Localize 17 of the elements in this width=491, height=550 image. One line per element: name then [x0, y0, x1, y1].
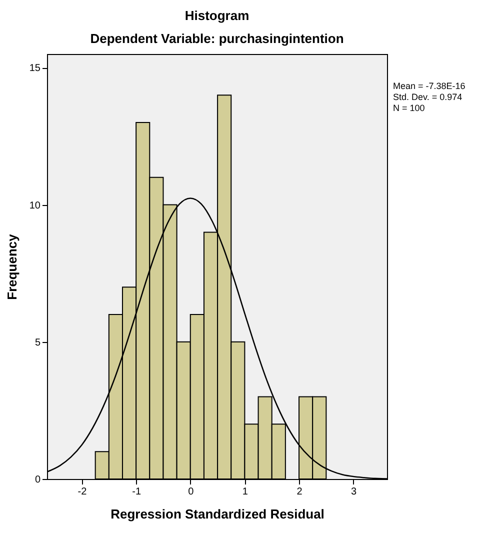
- text: N = 100: [393, 103, 425, 113]
- x-axis-title: Regression Standardized Residual: [110, 506, 324, 522]
- chart-subtitle: Dependent Variable: purchasingintention: [90, 31, 344, 46]
- text: Std. Dev. = 0.974: [393, 92, 462, 102]
- x-tick-label: 3: [351, 486, 358, 498]
- x-tick-label: -2: [78, 486, 88, 498]
- y-tick-label: 5: [34, 337, 41, 348]
- y-tick-label: 10: [29, 200, 41, 212]
- x-tick-label: 2: [296, 486, 303, 498]
- y-tick-label: 15: [29, 63, 41, 74]
- chart-title: Histogram: [184, 8, 250, 23]
- x-tick-label: 0: [188, 486, 194, 498]
- y-axis-title: Frequency: [4, 233, 20, 300]
- x-tick-label: -1: [132, 486, 142, 498]
- y-tick-label: 0: [34, 474, 41, 486]
- x-tick-label: 1: [242, 486, 248, 498]
- text: Mean = -7.38E-16: [393, 81, 466, 91]
